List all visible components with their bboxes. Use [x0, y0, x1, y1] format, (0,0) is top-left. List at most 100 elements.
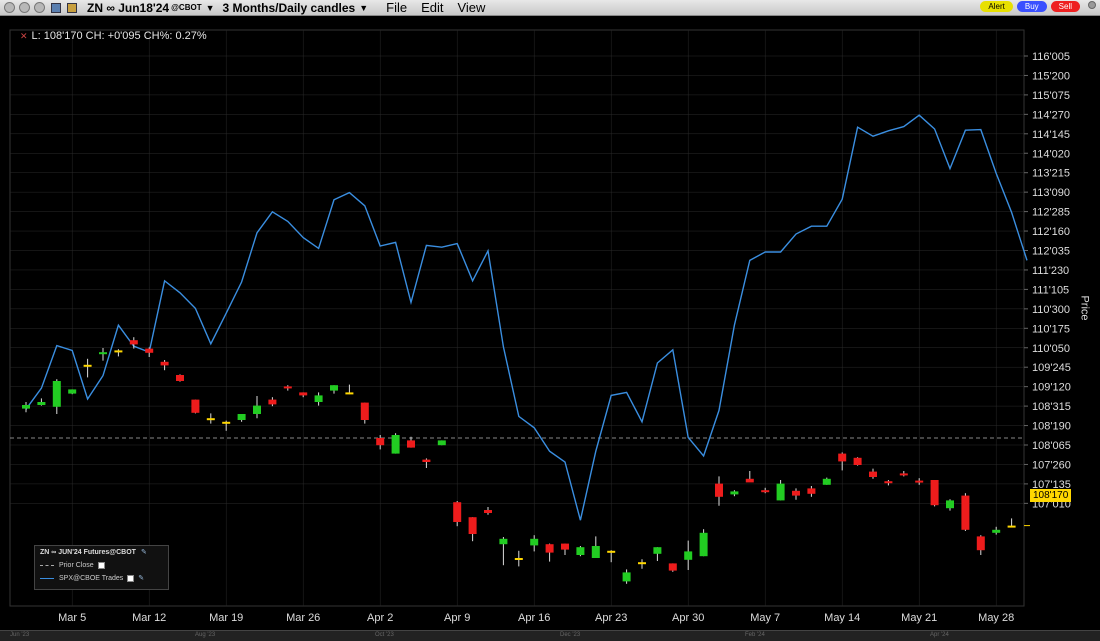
y-tick-label: 110'300: [1032, 304, 1070, 316]
legend-settings-icon[interactable]: ✎: [140, 549, 147, 556]
candle-body: [853, 457, 862, 465]
candle-body: [145, 348, 154, 353]
candle-body: [622, 572, 631, 582]
candle-body: [699, 532, 708, 557]
candle-body: [807, 488, 816, 494]
prior-close-checkbox[interactable]: [97, 562, 105, 569]
timeline-scrollbar[interactable]: Jun '23 Aug '23 Oct '23 Dec '23 Feb '24 …: [0, 630, 1100, 641]
candle-body: [222, 421, 231, 424]
sell-button[interactable]: Sell: [1050, 1, 1080, 12]
x-tick-label: Mar 26: [286, 612, 320, 624]
y-tick-label: 110'050: [1032, 343, 1070, 355]
buy-button[interactable]: Buy: [1016, 1, 1047, 12]
candle-body: [484, 510, 492, 513]
candle-body: [1007, 525, 1016, 528]
candle-body: [283, 386, 292, 389]
y-tick-label: 115'200: [1032, 70, 1070, 82]
candle-body: [268, 399, 277, 405]
contract-title[interactable]: ZN ∞ Jun18'24: [87, 0, 170, 15]
candle-body: [299, 392, 308, 396]
y-tick-label: 113'215: [1032, 168, 1070, 180]
y-axis-label: Price: [1078, 295, 1091, 321]
candle-body: [330, 385, 338, 391]
timeline-label: Feb '24: [745, 632, 765, 638]
info-line: ✕ L: 108'170 CH: +0'095 CH%: 0.27%: [20, 30, 207, 42]
remove-study-icon[interactable]: ✕: [20, 31, 28, 41]
menu-edit[interactable]: Edit: [421, 0, 444, 15]
y-tick-label: 111'105: [1032, 284, 1069, 296]
menu-view[interactable]: View: [457, 0, 486, 15]
legend-title: ZN ∞ JUN'24 Futures@CBOT: [40, 549, 136, 556]
candle-body: [253, 405, 261, 414]
x-tick-label: May 28: [978, 612, 1014, 624]
spx-overlay-line: [25, 114, 1028, 521]
candle-body: [345, 392, 354, 395]
timeframe-selector[interactable]: 3 Months/Daily candles: [222, 0, 356, 15]
x-tick-label: Mar 19: [209, 612, 243, 624]
candle-body: [314, 395, 323, 402]
x-tick-label: Apr 30: [672, 612, 704, 624]
chart-legend: ZN ∞ JUN'24 Futures@CBOT ✎ Prior Close S…: [34, 545, 169, 590]
link-icon[interactable]: [67, 2, 77, 13]
x-tick-label: May 14: [824, 612, 860, 624]
candle-body: [114, 350, 123, 353]
contract-dropdown-icon[interactable]: ▼: [205, 2, 215, 13]
candle-body: [607, 550, 616, 553]
candle-body: [422, 459, 431, 462]
legend-title-row: ZN ∞ JUN'24 Futures@CBOT ✎: [35, 546, 168, 559]
alert-button[interactable]: Alert: [980, 1, 1013, 12]
spx-checkbox[interactable]: [127, 575, 135, 582]
grid-icon[interactable]: [51, 2, 61, 13]
candle-body: [545, 544, 554, 553]
candle-body: [83, 364, 92, 367]
legend-item-spx[interactable]: SPX@CBOE Trades ✎: [35, 572, 168, 585]
timeline-label: Jun '23: [10, 632, 30, 638]
y-tick-label: 115'075: [1032, 90, 1070, 102]
legend-item-label: SPX@CBOE Trades: [59, 575, 124, 582]
window-close-icon[interactable]: [4, 2, 15, 13]
y-tick-label: 116'005: [1032, 51, 1070, 63]
timeline-label: Dec '23: [560, 632, 581, 638]
y-tick-label: 108'190: [1032, 421, 1071, 433]
y-tick-label: 110'175: [1032, 323, 1070, 335]
candle-body: [976, 536, 985, 551]
candle-body: [915, 480, 924, 483]
candle-body: [730, 491, 739, 495]
candle-body: [99, 352, 107, 355]
timeframe-dropdown-icon[interactable]: ▼: [359, 2, 369, 13]
menu-file[interactable]: File: [386, 0, 408, 15]
candle-body: [591, 546, 600, 558]
timeline-label: Oct '23: [375, 632, 394, 638]
candle-body: [946, 500, 954, 509]
y-tick-label: 114'145: [1032, 129, 1070, 141]
window-minimize-icon[interactable]: [19, 2, 30, 13]
candle-body: [745, 478, 754, 483]
y-tick-label: 108'065: [1032, 440, 1071, 452]
y-tick-label: 112'035: [1032, 246, 1070, 258]
candle-body: [360, 402, 369, 420]
x-tick-label: Mar 12: [132, 612, 166, 624]
y-tick-label: 114'270: [1032, 109, 1070, 121]
candle-body: [899, 473, 908, 476]
candle-body: [391, 435, 400, 454]
window-zoom-icon[interactable]: [34, 2, 45, 13]
candle-body: [930, 480, 939, 506]
legend-item-prior-close[interactable]: Prior Close: [35, 559, 168, 572]
exchange-label: @CBOT: [171, 3, 202, 12]
candle-body: [68, 389, 77, 394]
dashed-line-icon: [40, 565, 54, 566]
candle-body: [160, 361, 169, 366]
candle-body: [869, 471, 877, 477]
window-extra-icon[interactable]: [1088, 1, 1096, 9]
legend-item-settings-icon[interactable]: ✎: [138, 575, 145, 582]
candle-body: [129, 340, 138, 345]
x-tick-label: Apr 23: [595, 612, 627, 624]
candle-body: [822, 478, 831, 485]
x-tick-label: May 7: [750, 612, 780, 624]
y-tick-label: 114'020: [1032, 148, 1070, 160]
price-chart[interactable]: 116'005 115'200 115'075 114'270 114'145 114'0…: [0, 16, 1100, 630]
candle-body: [468, 517, 477, 534]
x-tick-label: Mar 5: [58, 612, 86, 624]
y-tick-label: 113'090: [1032, 187, 1070, 199]
x-tick-label: May 21: [901, 612, 937, 624]
